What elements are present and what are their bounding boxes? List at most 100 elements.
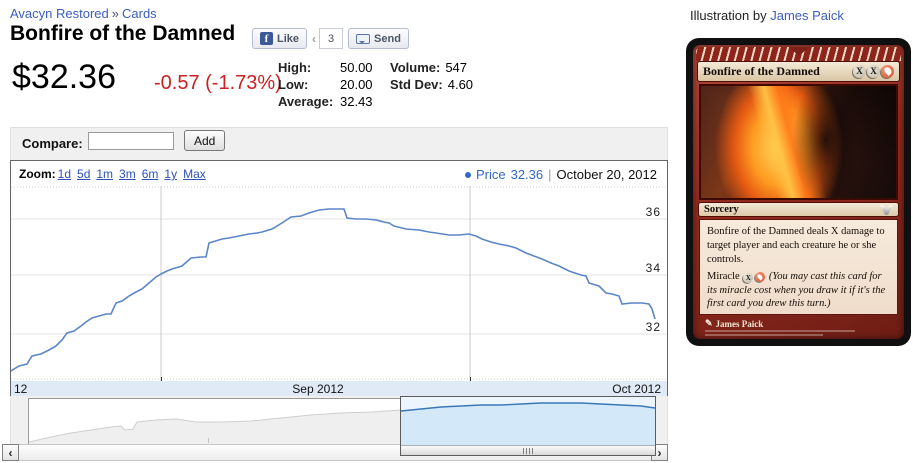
like-count: 3 (319, 28, 344, 49)
miracle-keyword: Miracle (707, 271, 740, 283)
current-price: $32.36 (12, 58, 116, 96)
card-rules-text: Bonfire of the Damned deals X damage to … (707, 226, 885, 265)
mana-red-icon (881, 64, 894, 78)
card-frame: Bonfire of the Damned X X Sorcery Bonfir… (693, 45, 904, 339)
thumb-grip-icon (523, 447, 524, 454)
y-tick-34: 34 (645, 261, 661, 275)
x-tick-left: 12 (14, 382, 28, 396)
x-tick-oct-2012: Oct 2012 (612, 382, 661, 396)
stat-stddev: Std Dev: 4.60 (390, 76, 473, 93)
compare-label: Compare: (22, 136, 83, 151)
card-wing-pattern (696, 47, 901, 61)
stats-column-1: High: 50.00 Low: 20.00 Average: 32.43 (278, 59, 373, 110)
count-chevron-icon: ‹ (312, 31, 317, 46)
send-label: Send (374, 32, 401, 45)
average-label: Average: (278, 94, 334, 109)
price-chart: Zoom: 1d 5d 1m 3m 6m 1y Max Price 32.36 | Octob… (10, 160, 668, 396)
volume-value: 547 (445, 60, 468, 75)
stddev-value: 4.60 (447, 77, 474, 92)
social-buttons: f Like ‹ 3 Send (252, 28, 409, 49)
breadcrumb: Avacyn Restored» Cards (10, 6, 157, 21)
series-dot-icon (464, 171, 471, 178)
card-name: Bonfire of the Damned (703, 63, 820, 78)
overview-timeline-tick (208, 438, 209, 443)
x-axis-band: 12 Sep 2012 Oct 2012 (11, 381, 667, 396)
volume-label: Volume: (390, 60, 441, 75)
legend-series: Price (475, 167, 506, 182)
flame-icon (882, 66, 893, 77)
y-tick-36: 36 (645, 205, 661, 219)
facebook-send-button[interactable]: Send (348, 28, 409, 49)
like-label: Like (277, 32, 300, 45)
card-title-bar: Bonfire of the Damned X X (697, 60, 900, 82)
high-value: 50.00 (340, 60, 373, 75)
breadcrumb-separator: » (111, 6, 119, 21)
card-artist-credit: ✎ James Paick (705, 318, 892, 329)
stat-volume: Volume: 547 (390, 59, 473, 76)
card-type-bar: Sorcery (698, 202, 899, 218)
stats-column-2: Volume: 547 Std Dev: 4.60 (390, 59, 473, 93)
facebook-icon: f (260, 32, 273, 45)
zoom-3m-link[interactable]: 3m (119, 167, 136, 181)
overview-selected-area (401, 403, 655, 446)
facebook-like-button[interactable]: f Like (252, 28, 308, 49)
add-button[interactable]: Add (184, 130, 226, 151)
y-tick-32: 32 (645, 320, 661, 334)
breadcrumb-cards-link[interactable]: Cards (122, 6, 157, 21)
scroll-left-button[interactable]: ‹ (2, 444, 19, 461)
price-change: -0.57 (-1.73%) (154, 72, 282, 94)
stat-low: Low: 20.00 (278, 76, 373, 93)
overview-history-plot (28, 409, 402, 444)
x-axis-tick-oct (470, 377, 471, 384)
mana-x-icon: X (743, 273, 754, 284)
zoom-label: Zoom: (19, 167, 56, 181)
zoom-1d-link[interactable]: 1d (57, 167, 72, 181)
speech-bubble-icon (356, 33, 371, 44)
breadcrumb-set-link[interactable]: Avacyn Restored (10, 6, 109, 21)
illustration-credit: Illustration by James Paick (690, 8, 844, 23)
card-art (699, 83, 898, 201)
stddev-label: Std Dev: (390, 77, 443, 92)
mana-red-icon (755, 272, 766, 283)
stat-average: Average: 32.43 (278, 93, 373, 110)
stat-high: High: 50.00 (278, 59, 373, 76)
page-title: Bonfire of the Damned (10, 22, 236, 45)
card-artist-name: James Paick (715, 318, 764, 329)
x-tick-sep-2012: Sep 2012 (292, 382, 344, 396)
card-text-box: Bonfire of the Damned deals X damage to … (699, 219, 898, 316)
mana-x-icon: X (853, 64, 866, 78)
range-selection-window[interactable] (400, 396, 656, 456)
legend-separator: | (548, 167, 552, 182)
zoom-6m-link[interactable]: 6m (141, 167, 159, 181)
card-fineprint-line (705, 334, 823, 336)
card-fineprint-line (705, 330, 855, 333)
price-line-plot[interactable] (11, 186, 667, 381)
legend-date: October 20, 2012 (556, 167, 657, 182)
miracle-reminder: (You may cast this card for its miracle … (707, 271, 886, 310)
mana-x-icon: X (867, 64, 880, 78)
zoom-max-link[interactable]: Max (183, 167, 206, 181)
low-label: Low: (278, 77, 309, 92)
artist-link[interactable]: James Paick (770, 8, 844, 23)
high-label: High: (278, 60, 312, 75)
illustration-prefix: Illustration by (690, 8, 767, 23)
zoom-5d-link[interactable]: 5d (77, 167, 91, 181)
overview-unselected-area (29, 410, 401, 444)
overview-selected-plot (400, 402, 656, 446)
zoom-1m-link[interactable]: 1m (96, 167, 114, 181)
x-axis-tick-sep (161, 377, 162, 384)
flame-icon (756, 273, 764, 281)
set-symbol-icon (880, 204, 893, 215)
compare-input[interactable] (88, 132, 174, 150)
average-value: 32.43 (340, 94, 373, 109)
low-value: 20.00 (340, 77, 373, 92)
card-miracle-text: Miracle X (You may cast this card for it… (707, 270, 890, 311)
zoom-controls: Zoom: 1d 5d 1m 3m 6m 1y Max (19, 167, 212, 181)
zoom-1y-link[interactable]: 1y (164, 167, 178, 181)
chart-legend: Price 32.36 | October 20, 2012 (464, 167, 657, 182)
price-series-line (11, 208, 656, 372)
scrollbar-thumb[interactable] (401, 445, 655, 455)
overview-unselected-line (28, 409, 402, 443)
overview-selected-line (400, 402, 656, 412)
